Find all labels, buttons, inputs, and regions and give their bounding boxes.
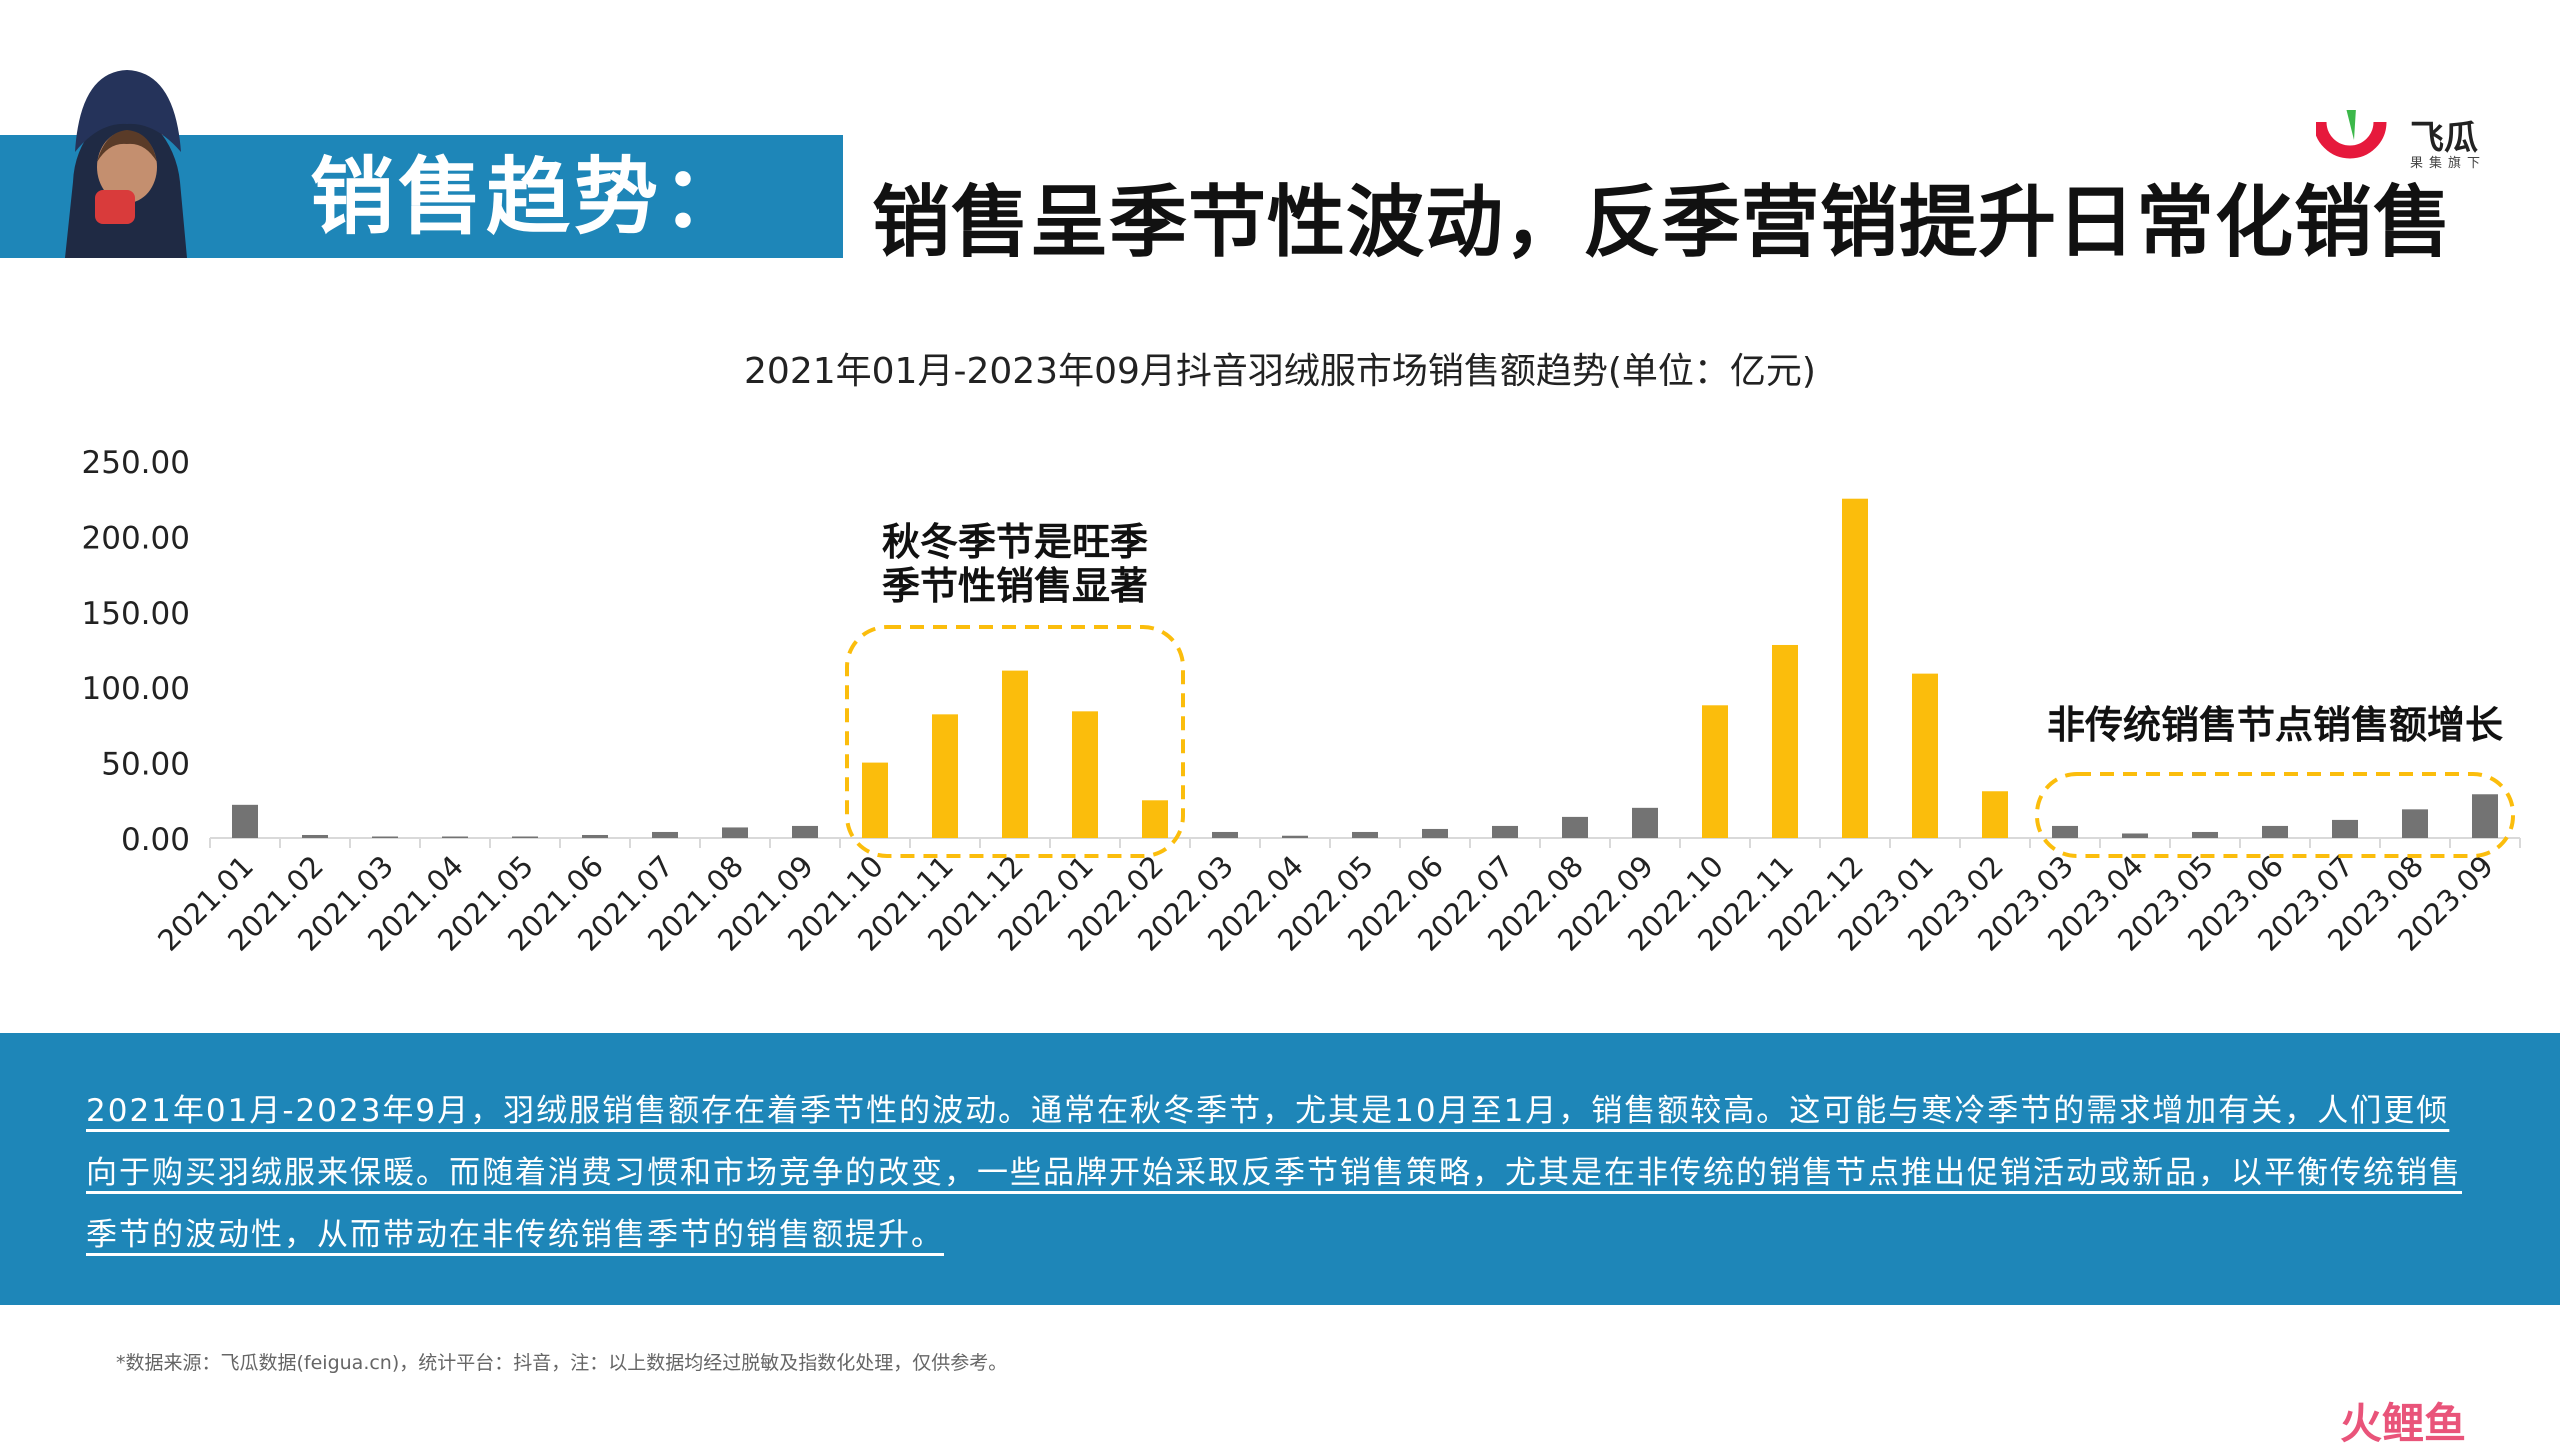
logo-name: 飞瓜 — [2410, 118, 2478, 158]
bar — [2262, 825, 2288, 838]
bar — [792, 825, 818, 838]
bar — [1562, 816, 1588, 838]
bar — [372, 836, 398, 838]
annotation-box — [845, 625, 1185, 858]
bar — [932, 714, 958, 838]
bar — [862, 762, 888, 838]
bar — [232, 804, 258, 838]
bar — [2472, 794, 2498, 838]
watermark: 火鲤鱼 — [2340, 1399, 2467, 1448]
model-avatar — [65, 70, 187, 258]
bar — [582, 834, 608, 838]
bar — [1842, 498, 1868, 838]
y-tick-label: 0.00 — [121, 822, 190, 858]
bar — [1282, 835, 1308, 838]
bar — [442, 836, 468, 838]
bar — [652, 831, 678, 838]
bar — [2192, 831, 2218, 838]
bar — [2122, 833, 2148, 838]
y-tick-label: 250.00 — [82, 445, 190, 481]
bar — [1422, 828, 1448, 838]
source-footnote: *数据来源：飞瓜数据(feigua.cn)，统计平台：抖音，注：以上数据均经过脱… — [116, 1352, 1008, 1374]
bar — [2332, 819, 2358, 838]
chart-title: 2021年01月-2023年09月抖音羽绒服市场销售额趋势(单位：亿元) — [744, 351, 1816, 392]
bar — [1002, 670, 1028, 838]
bar — [1072, 711, 1098, 838]
slide-title: 销售呈季节性波动，反季营销提升日常化销售 — [872, 177, 2453, 268]
y-tick-label: 200.00 — [82, 520, 190, 556]
y-tick-label: 150.00 — [82, 596, 190, 632]
summary-text: 2021年01月-2023年9月，羽绒服销售额存在着季节性的波动。通常在秋冬季节… — [86, 1093, 2462, 1253]
bar — [1982, 791, 2008, 838]
bar — [1142, 800, 1168, 838]
bar — [1912, 673, 1938, 838]
logo-subtitle: 果集旗下 — [2410, 156, 2487, 171]
sales-bar-chart: 0.0050.00100.00150.00200.00250.002021.01… — [82, 445, 2521, 958]
bar — [1702, 705, 1728, 838]
bar — [2052, 825, 2078, 838]
section-label: 销售趋势： — [310, 148, 751, 246]
bar — [512, 836, 538, 838]
bar — [1772, 644, 1798, 838]
summary-band — [0, 1033, 2560, 1305]
annotation-box — [2035, 772, 2515, 858]
bar — [1352, 831, 1378, 838]
bar — [1212, 831, 1238, 838]
y-tick-label: 100.00 — [82, 671, 190, 707]
bar — [722, 827, 748, 838]
bar — [1492, 825, 1518, 838]
bar — [2402, 809, 2428, 838]
bar — [302, 834, 328, 838]
annotation-label: 秋冬季节是旺季 — [882, 519, 1148, 564]
y-tick-label: 50.00 — [101, 747, 190, 783]
bar — [1632, 807, 1658, 838]
feigua-logo-icon — [2316, 110, 2387, 159]
annotation-label: 季节性销售显著 — [882, 563, 1148, 608]
annotation-label: 非传统销售节点销售额增长 — [2047, 702, 2503, 747]
